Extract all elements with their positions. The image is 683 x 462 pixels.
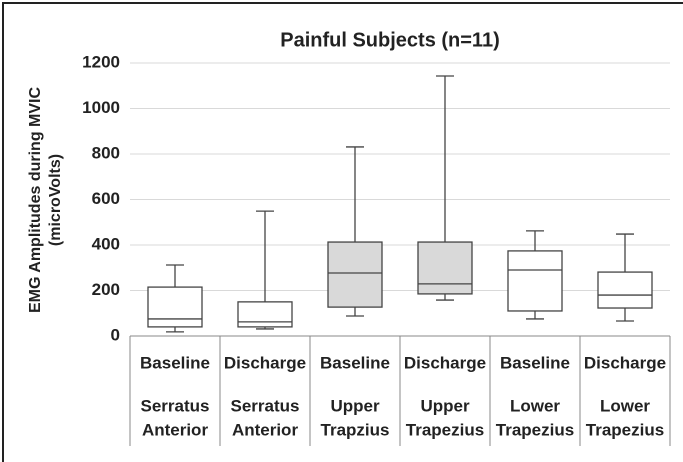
category-label: Baseline — [320, 353, 390, 372]
group-label: Trapzius — [321, 420, 390, 439]
box — [327, 241, 383, 308]
chart-title: Painful Subjects (n=11) — [280, 29, 500, 51]
group-label: Upper — [420, 396, 470, 415]
box — [417, 241, 473, 295]
group-label: Anterior — [142, 420, 209, 439]
box — [147, 286, 203, 328]
y-tick-label: 600 — [92, 189, 120, 208]
box — [237, 301, 293, 328]
group-label: Upper — [330, 396, 380, 415]
category-label: Baseline — [500, 353, 570, 372]
category-label: Discharge — [224, 353, 306, 372]
category-label: Discharge — [404, 353, 486, 372]
y-tick-label: 800 — [92, 143, 120, 162]
y-tick-label: 0 — [111, 325, 120, 344]
group-label: Serratus — [231, 396, 300, 415]
y-tick-label: 1000 — [82, 98, 120, 117]
box — [507, 250, 563, 312]
group-label: Lower — [510, 396, 560, 415]
y-tick-label: 1200 — [82, 52, 120, 71]
y-tick-label: 400 — [92, 234, 120, 253]
group-label: Trapezius — [586, 420, 664, 439]
y-axis-label: EMG Amplitudes during MVIC — [27, 87, 44, 314]
group-label: Lower — [600, 396, 650, 415]
box — [597, 271, 653, 309]
group-label: Anterior — [232, 420, 299, 439]
group-label: Trapezius — [406, 420, 484, 439]
category-label: Baseline — [140, 353, 210, 372]
group-label: Serratus — [141, 396, 210, 415]
group-label: Trapezius — [496, 420, 574, 439]
category-label: Discharge — [584, 353, 666, 372]
y-tick-label: 200 — [92, 280, 120, 299]
y-axis-label: (microVolts) — [47, 154, 64, 246]
